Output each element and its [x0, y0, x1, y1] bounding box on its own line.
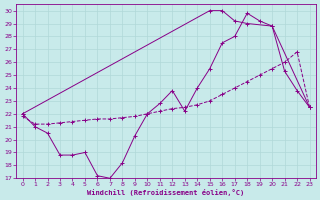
X-axis label: Windchill (Refroidissement éolien,°C): Windchill (Refroidissement éolien,°C): [87, 189, 245, 196]
